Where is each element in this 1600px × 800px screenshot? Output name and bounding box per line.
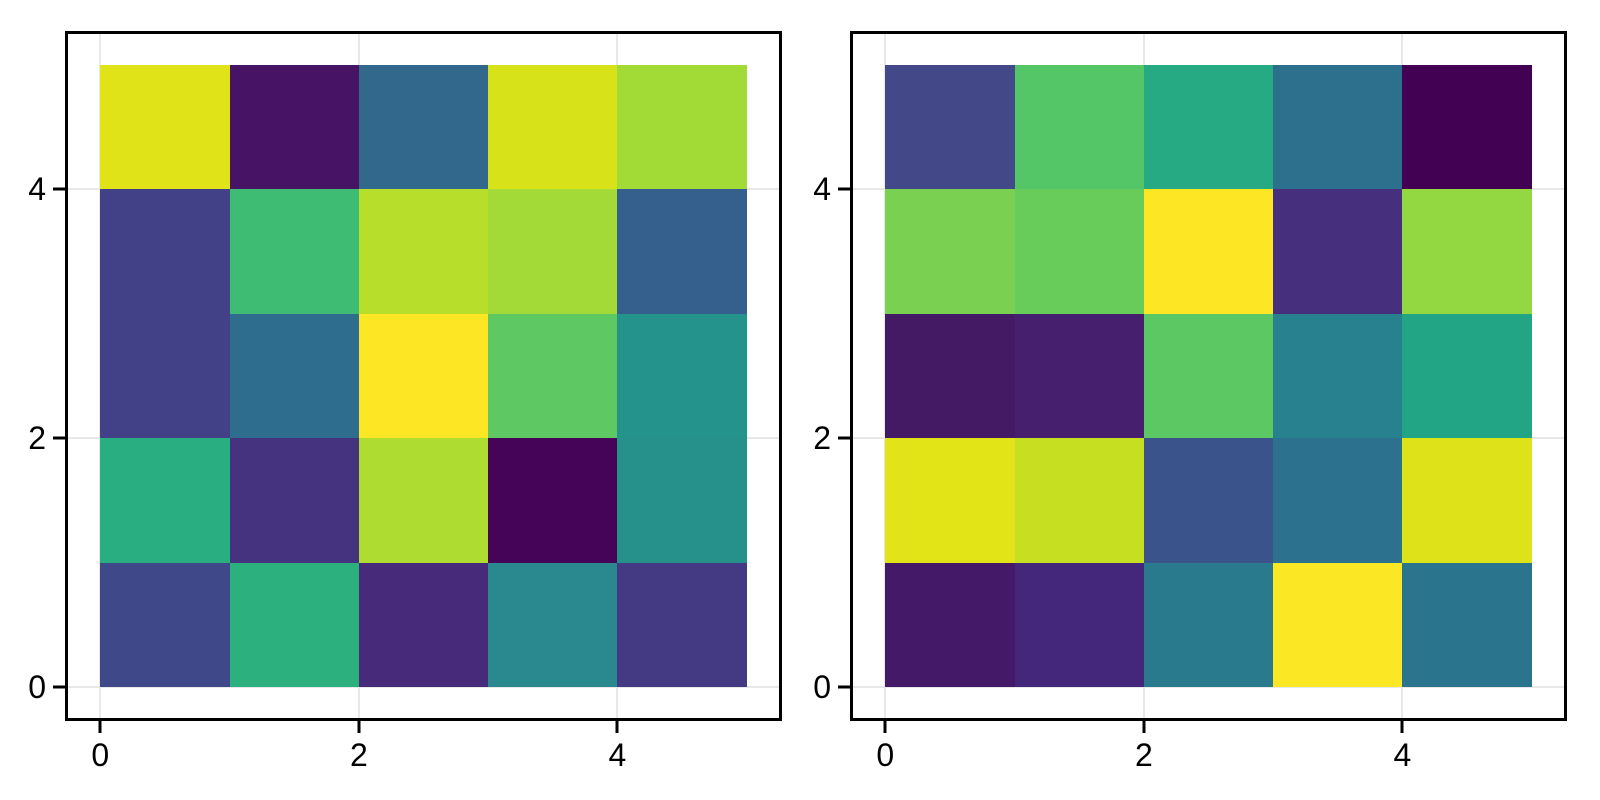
heatmap-cell [617, 313, 747, 439]
y-tick-label: 0 [28, 668, 46, 705]
heatmap-cell [1273, 189, 1403, 314]
heatmap-cell [1014, 189, 1144, 314]
heatmap-cell [1143, 65, 1274, 190]
heatmap-cell [1143, 313, 1274, 439]
y-axis-tick [53, 436, 65, 440]
x-axis-tick [615, 721, 619, 733]
heatmap-cell [1402, 313, 1532, 439]
heatmap-cell [885, 562, 1015, 687]
heatmap-panel-right: 0 2 4 0 2 4 [813, 31, 1567, 771]
heatmap-cell [617, 438, 747, 563]
y-tick-label: 2 [28, 420, 46, 457]
x-axis-tick [98, 721, 102, 733]
x-tick-label: 4 [608, 737, 627, 773]
heatmap-cell [1143, 438, 1274, 563]
heatmap-cell [1402, 562, 1532, 687]
y-axis-tick [53, 685, 65, 689]
y-axis-tick [838, 187, 850, 191]
heatmap-cell [358, 189, 489, 314]
heatmap-cell [1402, 438, 1532, 563]
heatmap-cell [885, 189, 1015, 314]
heatmap-cell [1402, 65, 1532, 190]
heatmap-cell [488, 189, 618, 314]
heatmap-cell [1273, 313, 1403, 439]
heatmap-cell [358, 65, 489, 190]
heatmap-cell [358, 313, 489, 439]
x-axis-tick [1142, 721, 1146, 733]
x-axis-tick [883, 721, 887, 733]
y-axis-tick [838, 436, 850, 440]
heatmap-cell [100, 65, 230, 190]
heatmap-cell [885, 65, 1015, 190]
heatmap-cell [488, 313, 618, 439]
heatmap-panel-left: 0 2 4 0 2 4 [28, 31, 782, 771]
x-axis-tick [357, 721, 361, 733]
heatmap-cell [1014, 438, 1144, 563]
heatmap-cell [488, 562, 618, 687]
heatmap-cell [617, 189, 747, 314]
heatmap-cell [1402, 189, 1532, 314]
x-tick-label: 0 [876, 737, 895, 773]
heatmap-cell [1273, 562, 1403, 687]
heatmap-cell [885, 438, 1015, 563]
heatmap-grid [100, 65, 747, 687]
heatmap-grid [885, 65, 1532, 687]
heatmap-cell [100, 313, 230, 439]
heatmap-cell [229, 313, 359, 439]
heatmap-cell [100, 562, 230, 687]
heatmap-cell [229, 438, 359, 563]
heatmap-cell [488, 65, 618, 190]
heatmap-cell [229, 562, 359, 687]
heatmap-cell [229, 189, 359, 314]
x-tick-label: 2 [349, 737, 368, 773]
heatmap-cell [229, 65, 359, 190]
heatmap-cell [488, 438, 618, 563]
heatmap-cell [1014, 65, 1144, 190]
heatmap-cell [1273, 438, 1403, 563]
x-tick-label: 0 [91, 737, 110, 773]
heatmap-cell [617, 562, 747, 687]
x-tick-label: 4 [1393, 737, 1412, 773]
x-tick-label: 2 [1134, 737, 1153, 773]
heatmap-cell [100, 189, 230, 314]
x-axis-tick [1400, 721, 1404, 733]
y-tick-label: 0 [813, 668, 831, 705]
heatmap-cell [1014, 313, 1144, 439]
heatmap-cell [358, 438, 489, 563]
heatmap-cell [885, 313, 1015, 439]
y-tick-label: 4 [813, 171, 831, 208]
heatmap-cell [100, 438, 230, 563]
heatmap-cell [358, 562, 489, 687]
y-tick-label: 2 [813, 420, 831, 457]
heatmap-cell [1014, 562, 1144, 687]
heatmap-cell [1143, 189, 1274, 314]
heatmap-cell [1143, 562, 1274, 687]
y-tick-label: 4 [28, 171, 46, 208]
y-axis-tick [838, 685, 850, 689]
heatmap-cell [1273, 65, 1403, 190]
heatmap-cell [617, 65, 747, 190]
y-axis-tick [53, 187, 65, 191]
